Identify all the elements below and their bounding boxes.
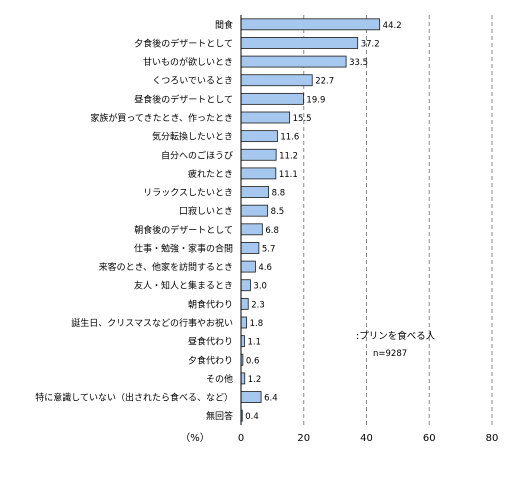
- data-label: 2.3: [251, 300, 265, 310]
- bar: [240, 37, 359, 49]
- x-tick-label: 60: [423, 433, 436, 444]
- category-label: 友人・知人と集まるとき: [134, 280, 233, 292]
- category-label: 朝食後のデザートとして: [134, 224, 233, 236]
- category-label: 自分へのごほうび: [161, 149, 233, 161]
- category-label: 昼食後のデザートとして: [134, 93, 233, 105]
- category-label: 昼食代わり: [188, 336, 233, 348]
- x-axis-unit-label: （%）: [180, 432, 210, 444]
- bar: [240, 335, 245, 348]
- x-tick-labels: 0 20 40 60 80: [238, 433, 499, 444]
- bar: [240, 372, 246, 385]
- bar: [240, 223, 263, 236]
- bar: [240, 260, 256, 273]
- data-label: 1.1: [247, 338, 261, 348]
- category-label: 間食: [215, 19, 233, 31]
- gridlines: [303, 15, 493, 425]
- bar: [240, 297, 249, 310]
- legend-label: :プリンを食べる人: [356, 330, 436, 342]
- bar: [240, 316, 248, 329]
- data-label: 6.4: [264, 394, 278, 404]
- x-tick-label: 20: [297, 433, 310, 444]
- category-label: 甘いものが欲しいとき: [143, 56, 233, 68]
- x-tick-label: 80: [486, 433, 499, 444]
- data-label: 6.8: [265, 226, 279, 236]
- data-label: 22.7: [315, 77, 334, 87]
- data-label: 8.8: [272, 189, 286, 199]
- category-labels: 間食夕食後のデザートとして甘いものが欲しいときくつろいでいるとき昼食後のデザート…: [35, 19, 233, 422]
- bar: [240, 186, 270, 198]
- data-label: 5.7: [262, 244, 276, 254]
- category-label: 誕生日、クリスマスなどの行事やお祝い: [71, 317, 233, 329]
- bar: [240, 130, 278, 143]
- category-label: 家族が買ってきたとき、作ったとき: [90, 112, 233, 124]
- data-label: 19.9: [306, 95, 325, 105]
- bar: [240, 167, 277, 180]
- bar: [240, 92, 304, 105]
- bar: [240, 148, 277, 161]
- category-label: 疲れたとき: [188, 168, 233, 180]
- category-label: その他: [206, 373, 233, 385]
- legend: :プリンを食べる人 n=9287: [356, 330, 436, 359]
- data-label: 11.2: [279, 151, 298, 161]
- bar: [240, 18, 381, 31]
- category-label: 口寂しいとき: [179, 205, 233, 217]
- data-label: 3.0: [253, 282, 267, 292]
- category-label: 仕事・勉強・家事の合間: [134, 242, 233, 254]
- bar: [240, 279, 251, 292]
- category-label: 気分転換したいとき: [152, 131, 233, 143]
- data-label: 11.1: [279, 170, 298, 180]
- category-label: 特に意識していない（出されたら食べる、など）: [35, 392, 233, 404]
- category-label: 朝食代わり: [188, 298, 233, 310]
- bar: [240, 111, 291, 124]
- category-label: くつろいでいるとき: [152, 76, 233, 87]
- category-label: 夕食後のデザートとして: [134, 37, 233, 49]
- bar: [240, 242, 260, 254]
- category-label: リラックスしたいとき: [143, 188, 233, 199]
- data-label: 0.4: [245, 412, 259, 422]
- data-label: 37.2: [361, 39, 380, 49]
- data-label: 8.5: [271, 207, 285, 217]
- data-label: 33.5: [349, 58, 368, 68]
- category-label: 夕食代わり: [188, 354, 233, 366]
- x-tick-label: 40: [360, 433, 373, 444]
- data-label: 11.6: [280, 133, 299, 143]
- x-tick-label: 0: [238, 433, 244, 444]
- data-label: 44.2: [383, 21, 402, 31]
- data-label: 1.8: [250, 319, 264, 329]
- category-label: 無回答: [206, 410, 233, 422]
- data-label: 1.2: [248, 375, 262, 385]
- bar: [240, 55, 347, 68]
- data-label: 0.6: [246, 356, 260, 366]
- data-label: 15.5: [293, 114, 312, 124]
- bar: [240, 204, 269, 217]
- value-labels: 44.237.2 33.5 22.7 19.9 15.5 11.6 11.2 11.1 8.8 8…: [245, 21, 401, 422]
- category-label: 来客のとき、他家を訪問するとき: [99, 261, 233, 273]
- legend-note: n=9287: [373, 349, 407, 359]
- bars: [240, 18, 381, 422]
- data-label: 4.6: [258, 263, 272, 273]
- bar: [240, 391, 262, 403]
- bar: [240, 74, 313, 87]
